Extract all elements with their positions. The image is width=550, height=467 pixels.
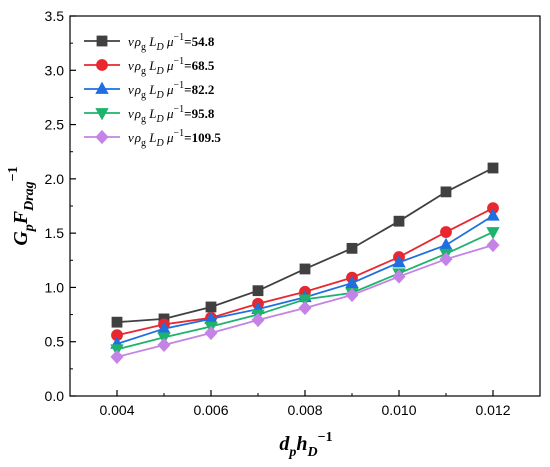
legend-item: νρg LD μ−1=82.2 [84, 80, 214, 101]
y-tick-label: 3.5 [45, 8, 65, 24]
data-point [393, 215, 405, 227]
legend-item: νρg LD μ−1=54.8 [84, 32, 215, 53]
data-point [392, 255, 406, 268]
x-tick-label: 0.008 [287, 402, 322, 418]
legend-swatch-marker [95, 81, 109, 94]
legend-label: νρg LD μ−1=54.8 [128, 32, 215, 53]
y-tick-label: 2.0 [45, 171, 65, 187]
data-point [110, 349, 124, 365]
data-point [486, 208, 500, 221]
x-tick-label: 0.006 [193, 402, 228, 418]
legend-swatch-marker [95, 108, 109, 121]
data-point [439, 237, 453, 250]
data-point [346, 242, 358, 254]
data-point [252, 285, 264, 297]
data-point [345, 287, 359, 303]
y-axis-title: GpFDrag−1 [6, 166, 37, 245]
legend-label: νρg LD μ−1=95.8 [128, 104, 215, 125]
series-5 [110, 237, 500, 365]
data-point [345, 275, 359, 288]
legend-label: νρg LD μ−1=109.5 [128, 128, 221, 149]
legend-item: νρg LD μ−1=95.8 [84, 104, 215, 125]
data-point [298, 300, 312, 316]
series-layer [110, 162, 500, 365]
y-axis: 0.0 0.5 1.0 1.5 2.0 2.5 3.0 3.5 [45, 8, 76, 404]
legend-swatch-marker [96, 59, 108, 71]
x-tick-label: 0.010 [381, 402, 416, 418]
data-point [157, 337, 171, 353]
legend-swatch-marker [96, 35, 108, 47]
data-point [298, 294, 312, 307]
data-point [205, 301, 217, 313]
data-point [487, 162, 499, 174]
data-point [486, 237, 500, 253]
y-tick-label: 0.5 [45, 334, 65, 350]
data-point [439, 252, 453, 267]
data-point [440, 226, 452, 238]
legend: νρg LD μ−1=54.8 νρg LD μ−1=68.5 νρg LD μ−1… [84, 32, 221, 149]
legend-swatch-marker [95, 129, 109, 145]
data-point [440, 186, 452, 198]
y-tick-label: 2.5 [45, 117, 65, 133]
legend-item: νρg LD μ−1=68.5 [84, 56, 215, 77]
x-tick-label: 0.012 [475, 402, 510, 418]
data-point [111, 316, 123, 328]
x-axis-title: dphD−1 [279, 430, 332, 460]
y-tick-label: 3.0 [45, 62, 65, 78]
series-1 [111, 162, 499, 328]
y-tick-label: 1.0 [45, 279, 65, 295]
data-point [299, 263, 311, 275]
series-line [116, 215, 494, 345]
data-point [392, 269, 406, 284]
data-point [251, 312, 265, 328]
data-point [486, 227, 500, 240]
y-tick-label: 1.5 [45, 225, 65, 241]
x-tick-label: 0.004 [99, 402, 134, 418]
x-axis: 0.004 0.006 0.008 0.010 0.012 [99, 390, 511, 418]
legend-item: νρg LD μ−1=109.5 [84, 128, 221, 149]
legend-label: νρg LD μ−1=68.5 [128, 56, 215, 77]
y-tick-label: 0.0 [45, 388, 65, 404]
data-point [204, 325, 218, 341]
legend-label: νρg LD μ−1=82.2 [128, 80, 214, 101]
